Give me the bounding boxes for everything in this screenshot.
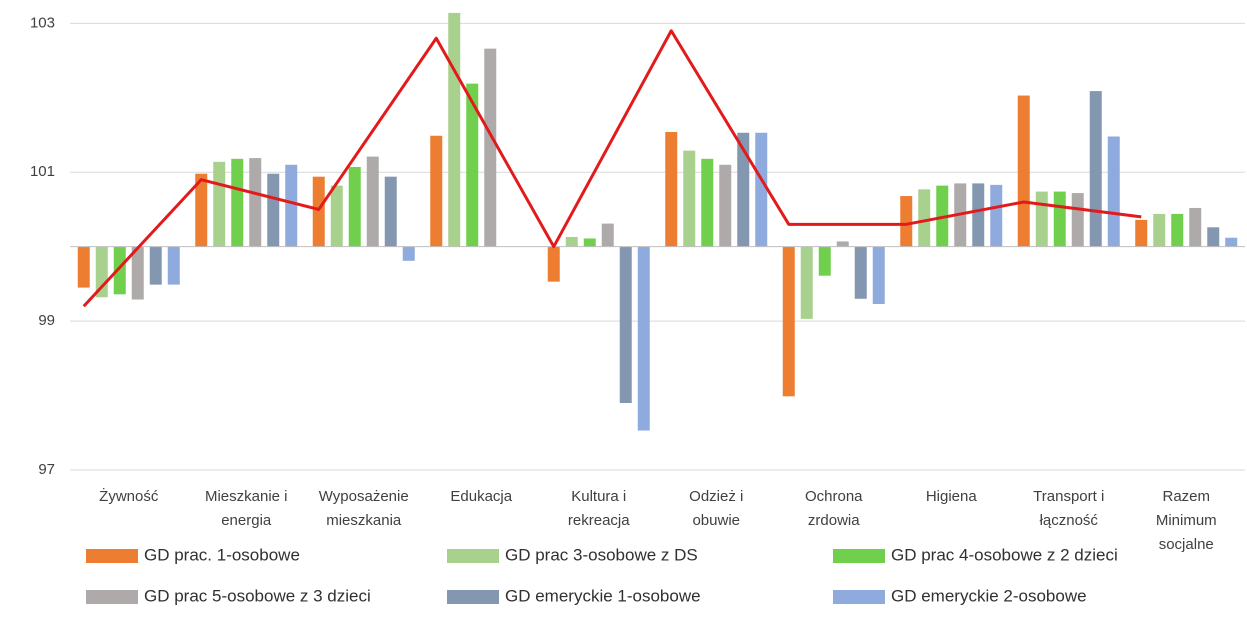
legend-label: GD prac 3-osobowe z DS [505, 545, 698, 564]
bar [312, 176, 325, 247]
bar [1135, 219, 1148, 247]
x-tick-label: Ochrona zrdowia [805, 488, 863, 529]
bar [195, 173, 208, 247]
line-series [82, 29, 1142, 308]
legend-label: GD prac 4-osobowe z 2 dzieci [891, 545, 1118, 564]
bar [366, 156, 379, 247]
bar [149, 246, 162, 285]
bar [683, 150, 696, 247]
legend-label: GD prac. 1-osobowe [144, 545, 300, 564]
bar [213, 161, 226, 247]
y-tick-label: 99 [38, 312, 55, 329]
x-tick-label: Higiena [926, 488, 978, 505]
x-tick-label: Kultura i rekreacja [568, 488, 630, 529]
bar [818, 246, 831, 276]
legend-swatch [833, 590, 885, 604]
legend-swatch [833, 549, 885, 563]
y-tick-label: 101 [30, 163, 55, 180]
bar [872, 246, 885, 304]
bar [231, 158, 244, 247]
bar [402, 246, 415, 261]
bar [330, 185, 343, 247]
bar [1107, 136, 1120, 247]
bar [1089, 91, 1102, 247]
legend-label: GD emeryckie 1-osobowe [505, 586, 701, 605]
bar [719, 164, 732, 247]
bar [601, 223, 614, 247]
bar [448, 12, 461, 247]
bar [1171, 213, 1184, 247]
bar [249, 158, 262, 247]
legend-label: GD emeryckie 2-osobowe [891, 586, 1087, 605]
bar [836, 241, 849, 247]
bar [1071, 193, 1084, 247]
bar [583, 238, 596, 247]
bar [755, 132, 768, 247]
legend-swatch [86, 549, 138, 563]
bar [800, 246, 813, 319]
bar [484, 48, 497, 247]
bar [972, 183, 985, 247]
bar [854, 246, 867, 299]
bar [637, 246, 650, 431]
x-tick-label: Wyposażenie mieszkania [319, 488, 409, 529]
bar [701, 158, 714, 247]
bar [665, 132, 678, 247]
x-tick-label: Odzież i obuwie [689, 488, 743, 529]
bar [547, 246, 560, 282]
x-tick-label: Razem Minimum socjalne [1156, 488, 1217, 553]
bar [267, 173, 280, 247]
bar [167, 246, 180, 285]
legend-swatch [86, 590, 138, 604]
bar [348, 167, 361, 247]
bar [285, 164, 298, 247]
bar [1053, 191, 1066, 247]
bar [737, 132, 750, 247]
bar [782, 246, 795, 397]
x-tick-label: Żywność [99, 487, 159, 505]
x-tick-label: Transport i łączność [1033, 488, 1104, 529]
bar [990, 184, 1003, 247]
legend-swatch [447, 590, 499, 604]
legend-swatch [447, 549, 499, 563]
bar [384, 176, 397, 247]
x-tick-label: Edukacja [450, 488, 512, 505]
y-tick-label: 103 [30, 14, 55, 31]
bar [1153, 213, 1166, 247]
y-tick-label: 97 [38, 461, 55, 478]
bar [565, 236, 578, 247]
bar [1035, 191, 1048, 247]
bar [77, 246, 90, 288]
bar [430, 135, 443, 247]
bar [1225, 237, 1238, 247]
bar [619, 246, 632, 403]
bar [131, 246, 144, 300]
bar [466, 83, 479, 247]
bar [1207, 227, 1220, 247]
x-tick-label: Mieszkanie i energia [205, 488, 288, 529]
bar [900, 196, 913, 247]
legend-label: GD prac 5-osobowe z 3 dzieci [144, 586, 371, 605]
bar [918, 189, 931, 247]
bar [113, 246, 126, 295]
bar [1017, 95, 1030, 247]
bar [1189, 207, 1202, 247]
